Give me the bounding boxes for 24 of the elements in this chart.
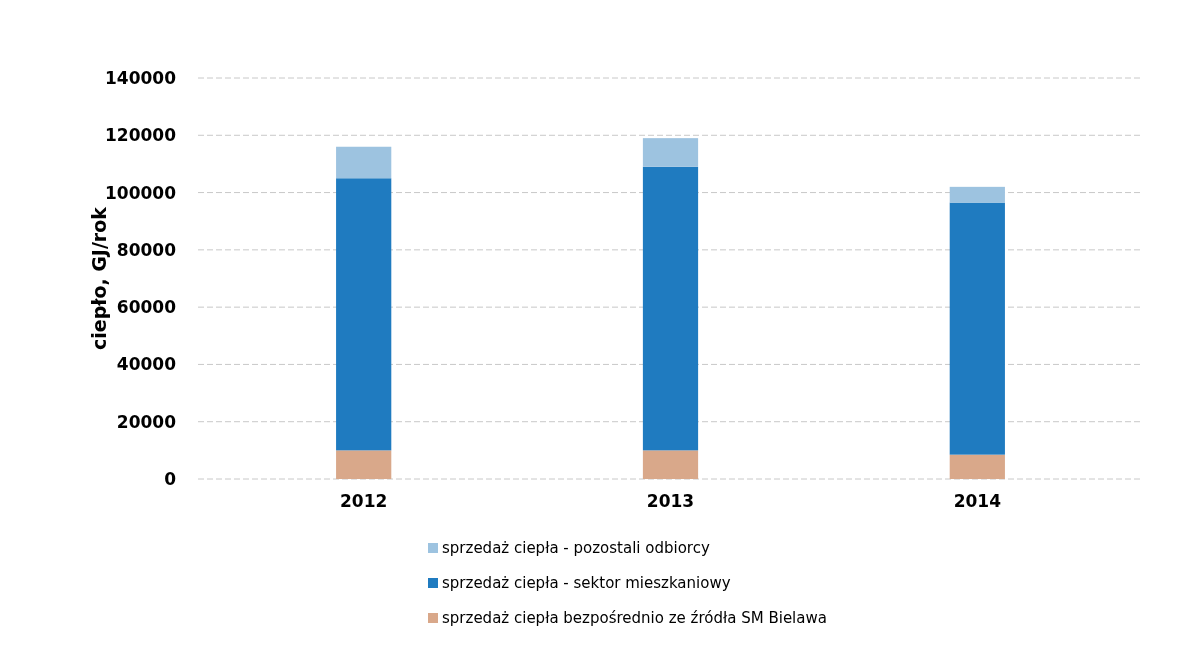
bar: [336, 178, 392, 451]
y-tick-label: 140000: [105, 67, 177, 88]
legend-label: sprzedaż ciepła bezpośrednio ze źródła SM Bielawa: [442, 609, 827, 628]
y-tick-label: 20000: [116, 411, 177, 432]
y-tick-label: 80000: [116, 239, 177, 260]
bar: [336, 450, 392, 479]
x-tick-label: 2013: [646, 491, 695, 511]
y-tick-label: 0: [164, 468, 177, 489]
bar: [336, 146, 392, 179]
bar: [642, 138, 699, 167]
y-tick-label: 120000: [105, 125, 177, 146]
legend-label: sprzedaż ciepła - sektor mieszkaniowy: [442, 574, 731, 593]
bar: [642, 166, 699, 451]
bar: [949, 186, 1005, 203]
legend-label: sprzedaż ciepła - pozostali odbiorcy: [442, 539, 710, 558]
bar: [642, 450, 699, 479]
y-tick-label: 100000: [105, 182, 177, 203]
bar: [949, 454, 1005, 479]
y-axis-title: ciepło, GJ/rok: [88, 206, 110, 350]
y-tick-label: 40000: [116, 354, 177, 375]
bar: [949, 202, 1005, 455]
x-tick-label: 2012: [340, 491, 388, 511]
y-tick-label: 60000: [116, 297, 177, 318]
x-tick-label: 2014: [953, 491, 1002, 511]
